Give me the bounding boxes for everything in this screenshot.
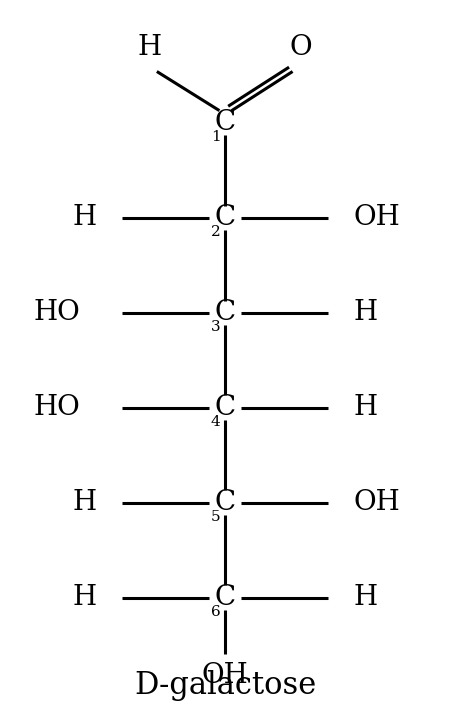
Text: H: H [72, 489, 96, 516]
Text: 5: 5 [211, 510, 220, 524]
Text: 2: 2 [211, 225, 220, 239]
Text: OH: OH [202, 662, 248, 689]
Text: HO: HO [33, 394, 80, 421]
Text: C: C [215, 204, 235, 232]
Text: C: C [215, 489, 235, 516]
Text: C: C [215, 394, 235, 421]
Text: O: O [289, 34, 312, 61]
Text: H: H [72, 204, 96, 232]
Text: OH: OH [354, 489, 400, 516]
Text: H: H [354, 300, 378, 326]
Text: 6: 6 [211, 605, 220, 619]
Text: 4: 4 [211, 415, 220, 429]
Text: HO: HO [33, 300, 80, 326]
Text: C: C [215, 300, 235, 326]
Text: C: C [215, 584, 235, 611]
Text: H: H [354, 584, 378, 611]
Text: C: C [215, 109, 235, 137]
Text: H: H [138, 34, 162, 61]
Text: H: H [72, 584, 96, 611]
Text: OH: OH [354, 204, 400, 232]
Text: 1: 1 [211, 130, 220, 144]
Text: D-galactose: D-galactose [134, 670, 316, 701]
Text: 3: 3 [211, 320, 220, 334]
Text: H: H [354, 394, 378, 421]
